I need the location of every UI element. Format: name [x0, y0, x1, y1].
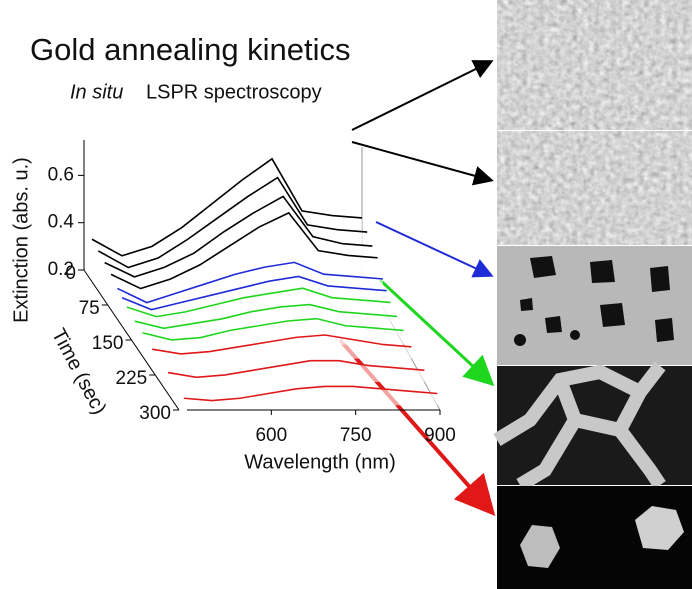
sem-panel: [497, 0, 692, 130]
arrow: [352, 62, 490, 130]
y-axis-label: Extinction (abs. u.): [10, 157, 32, 323]
t-tick-label: 300: [139, 403, 171, 424]
chart-title: Gold annealing kinetics: [30, 32, 351, 67]
arrow: [376, 222, 490, 275]
t-tick-label: 0: [65, 263, 76, 284]
arrow: [352, 142, 490, 180]
t-tick-label: 75: [79, 298, 100, 319]
x-tick-label: 600: [255, 425, 287, 446]
subtitle: LSPR spectroscopy: [146, 81, 322, 103]
x-tick-label: 750: [340, 425, 372, 446]
x-tick-label: 900: [424, 425, 456, 446]
figure: Gold annealing kinetics In situ LSPR spe…: [0, 0, 692, 589]
sem-panel: [497, 131, 692, 245]
t-tick-label: 225: [116, 368, 148, 389]
t-tick-label: 150: [92, 333, 124, 354]
spectrum-fill: [184, 386, 438, 405]
subtitle-italic: In situ: [70, 81, 123, 103]
y-tick-label: 0.4: [48, 212, 75, 233]
spectrum-fill: [168, 361, 424, 382]
x-axis-label: Wavelength (nm): [244, 451, 396, 473]
sem-images: [497, 0, 692, 589]
y-tick-label: 0.6: [48, 164, 74, 185]
